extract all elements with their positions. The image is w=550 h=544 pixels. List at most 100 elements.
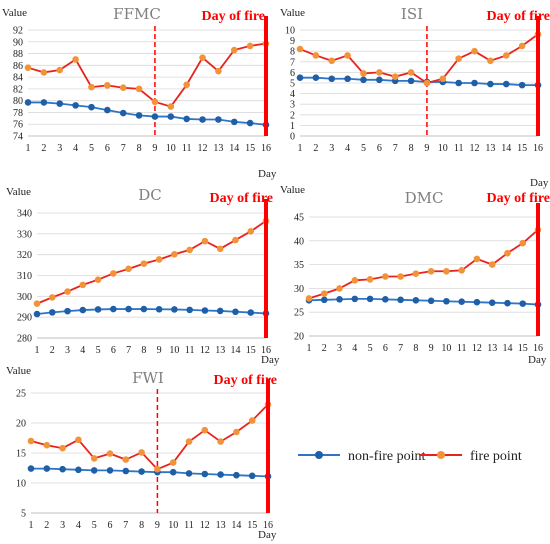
fire-point <box>75 436 82 444</box>
non-fire-point <box>33 310 41 318</box>
y-axis-label: Value <box>6 365 31 377</box>
non-fire-point <box>104 106 111 114</box>
non-fire-point <box>248 472 256 480</box>
y-tick-label: 86 <box>13 61 23 72</box>
y-tick-label: 74 <box>13 132 23 143</box>
x-axis-label: Day <box>530 177 549 189</box>
non-fire-series-line <box>28 101 267 126</box>
x-tick-label: 14 <box>230 345 240 356</box>
non-fire-point <box>502 80 510 88</box>
non-fire-point <box>328 75 336 83</box>
fire-point <box>427 267 435 275</box>
legend-non-fire-label: non-fire point <box>348 449 425 464</box>
x-tick-label: 15 <box>245 143 255 154</box>
y-tick-label: 25 <box>294 308 304 319</box>
legend-fire-marker <box>437 451 445 459</box>
non-fire-point <box>232 308 239 316</box>
x-tick-label: 2 <box>41 143 46 154</box>
non-fire-point <box>185 470 193 477</box>
fire-point <box>48 294 56 301</box>
x-tick-label: 4 <box>352 343 357 354</box>
x-tick-label: 8 <box>137 143 142 154</box>
non-fire-point <box>504 299 511 307</box>
non-fire-point <box>110 305 117 313</box>
x-tick-label: 15 <box>247 520 257 531</box>
x-tick-label: 13 <box>213 143 223 154</box>
y-axis-label: Value <box>2 7 27 19</box>
x-tick-label: 10 <box>168 520 178 531</box>
legend-fire-label: fire point <box>470 449 522 464</box>
non-fire-point <box>186 306 193 314</box>
fire-point <box>135 85 143 93</box>
x-tick-label: 12 <box>472 343 482 354</box>
non-fire-point <box>171 306 178 313</box>
x-tick-label: 4 <box>80 345 85 356</box>
x-tick-label: 10 <box>441 343 451 354</box>
fire-point <box>320 290 328 297</box>
x-tick-label: 3 <box>65 345 70 356</box>
x-tick-label: 16 <box>261 143 271 154</box>
non-fire-point <box>94 306 102 313</box>
fire-point <box>397 273 404 280</box>
x-tick-label: 5 <box>368 343 373 354</box>
non-fire-point <box>155 305 163 313</box>
fire-point <box>382 273 389 280</box>
fire-point <box>201 237 209 245</box>
fire-point <box>247 228 255 235</box>
y-tick-label: 10 <box>16 479 26 490</box>
non-fire-point <box>169 468 177 476</box>
fire-point <box>518 42 526 50</box>
non-fire-point <box>151 113 159 120</box>
x-tick-label: 1 <box>35 345 40 356</box>
x-tick-label: 5 <box>89 143 94 154</box>
fire-series-line <box>308 229 539 300</box>
x-tick-label: 13 <box>487 343 497 354</box>
x-tick-label: 4 <box>345 143 350 154</box>
fire-point <box>72 56 79 63</box>
non-fire-point <box>201 307 209 314</box>
x-tick-label: 13 <box>216 520 226 531</box>
fire-point <box>439 75 447 83</box>
fire-point <box>185 438 193 445</box>
non-fire-point <box>412 297 420 304</box>
x-tick-label: 13 <box>215 345 225 356</box>
non-fire-point <box>471 79 478 87</box>
non-fire-point <box>48 309 56 316</box>
x-tick-label: 5 <box>92 520 97 531</box>
non-fire-point <box>246 119 254 127</box>
y-tick-label: 35 <box>294 260 304 271</box>
non-fire-point <box>488 299 496 306</box>
x-tick-label: 7 <box>126 345 131 356</box>
fire-point <box>59 444 66 452</box>
fire-point <box>296 45 304 53</box>
non-fire-point <box>312 74 320 81</box>
non-fire-point <box>199 116 206 123</box>
fire-point <box>471 47 478 55</box>
x-tick-label: 5 <box>361 143 366 154</box>
x-axis-label: Day <box>528 354 547 366</box>
fire-point <box>186 246 193 254</box>
fire-point <box>216 245 224 253</box>
chart-title: FFMC <box>113 5 161 23</box>
x-tick-label: 7 <box>121 143 126 154</box>
x-tick-label: 12 <box>200 520 210 531</box>
fire-point <box>171 250 178 258</box>
fire-point <box>138 449 145 456</box>
x-tick-label: 2 <box>313 143 318 154</box>
y-tick-label: 25 <box>16 389 26 400</box>
fire-point <box>366 276 374 283</box>
y-axis-label: Value <box>280 184 305 196</box>
fire-point <box>217 438 224 445</box>
x-tick-label: 13 <box>485 143 495 154</box>
fire-point <box>232 236 239 244</box>
x-tick-label: 11 <box>454 143 464 154</box>
non-fire-point <box>72 102 79 109</box>
fire-point <box>519 239 527 247</box>
y-tick-label: 280 <box>17 334 32 345</box>
y-tick-label: 6 <box>290 68 295 79</box>
non-fire-point <box>64 307 71 315</box>
non-fire-point <box>24 99 32 106</box>
x-tick-label: 3 <box>57 143 62 154</box>
